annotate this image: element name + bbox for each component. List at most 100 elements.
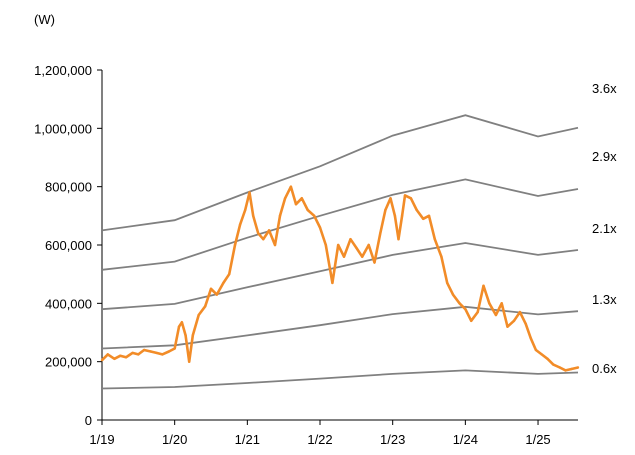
- price-point: [422, 217, 425, 220]
- price-point: [289, 185, 293, 188]
- price-point: [278, 214, 282, 217]
- price-point: [440, 255, 443, 258]
- price-point: [167, 350, 171, 353]
- price-point: [313, 214, 316, 217]
- price-point: [500, 302, 503, 305]
- price-point: [518, 310, 522, 314]
- price-point: [361, 255, 364, 258]
- band-labels: 3.6x 2.9x 2.1x 1.3x 0.6x: [592, 81, 617, 376]
- price-point: [137, 353, 140, 356]
- x-tick-label: 1/21: [235, 432, 260, 447]
- band-lines: [101, 114, 579, 390]
- price-point: [367, 243, 370, 247]
- price-point: [142, 348, 146, 352]
- price-point: [100, 359, 104, 362]
- price-point: [177, 325, 181, 328]
- y-tick-label: 1,000,000: [34, 121, 92, 136]
- price-point: [470, 319, 473, 322]
- price-point: [529, 337, 532, 340]
- price-point: [433, 238, 436, 241]
- price-point: [403, 194, 407, 197]
- price-point: [427, 214, 431, 217]
- x-tick-label: 1/25: [525, 432, 550, 447]
- band-line-1_3x: [101, 305, 579, 350]
- price-point: [124, 356, 128, 359]
- band-line-2_9x: [101, 178, 579, 271]
- price-point: [119, 354, 122, 357]
- price-point: [204, 305, 207, 308]
- x-tick-label: 1/20: [162, 432, 187, 447]
- price-point: [238, 223, 242, 226]
- y-tick-label: 0: [85, 413, 92, 428]
- band-label: 0.6x: [592, 361, 617, 376]
- price-point: [409, 197, 413, 200]
- price-line: [101, 185, 579, 372]
- price-point: [209, 287, 213, 290]
- price-point: [283, 197, 287, 200]
- price-point: [506, 325, 509, 328]
- y-tick-label: 200,000: [45, 355, 92, 370]
- price-point: [294, 203, 298, 206]
- price-point: [188, 360, 191, 363]
- price-point: [318, 226, 322, 229]
- price-point: [342, 255, 346, 258]
- x-tick-label: 1/24: [453, 432, 478, 447]
- price-point: [331, 281, 334, 285]
- price-point: [512, 319, 516, 322]
- price-point: [300, 197, 303, 200]
- price-point: [180, 321, 184, 324]
- x-tick-label: 1/22: [307, 432, 332, 447]
- price-point: [228, 273, 231, 276]
- price-point: [113, 357, 116, 360]
- price-point: [451, 293, 455, 296]
- price-point: [373, 261, 376, 264]
- y-axis-unit-label: (W): [34, 12, 55, 27]
- price-point: [197, 313, 200, 317]
- price-point: [106, 353, 110, 356]
- price-line-group: [100, 185, 580, 372]
- price-point: [524, 322, 527, 325]
- price-point: [173, 347, 176, 350]
- price-point: [534, 348, 538, 352]
- price-point: [215, 293, 218, 296]
- band-label: 1.3x: [592, 292, 617, 307]
- price-point: [393, 214, 397, 217]
- price-point: [161, 353, 164, 356]
- band-line-2_1x: [101, 242, 579, 311]
- band-label: 2.9x: [592, 149, 617, 164]
- price-point: [262, 238, 265, 241]
- price-point: [552, 363, 555, 366]
- price-point: [355, 246, 358, 250]
- price-point: [415, 208, 418, 212]
- price-point: [397, 238, 400, 241]
- y-tick-label: 800,000: [45, 180, 92, 195]
- price-point: [379, 232, 382, 235]
- band-line-0_6x: [101, 369, 579, 390]
- price-point: [349, 238, 352, 241]
- price-point: [155, 351, 158, 355]
- price-point: [384, 208, 387, 212]
- price-point: [191, 334, 194, 337]
- y-tick-label: 600,000: [45, 238, 92, 253]
- price-point: [244, 208, 247, 212]
- price-point: [488, 302, 491, 305]
- price-point: [546, 357, 549, 360]
- band-label: 2.1x: [592, 221, 617, 236]
- price-point: [252, 214, 255, 217]
- price-point: [558, 366, 561, 369]
- price-point: [446, 281, 449, 285]
- price-point: [257, 232, 260, 235]
- price-point: [464, 308, 467, 311]
- x-axis: 1/19 1/20 1/21 1/22 1/23 1/24 1/25: [89, 419, 578, 447]
- price-point: [540, 353, 543, 356]
- price-point: [400, 214, 404, 217]
- price-point: [337, 243, 340, 247]
- price-point: [267, 229, 271, 232]
- y-axis: 0 200,000 400,000 600,000 800,000 1,000,000 1,…: [34, 63, 103, 428]
- price-point: [476, 310, 479, 314]
- price-point: [184, 334, 187, 337]
- price-point: [233, 243, 237, 247]
- x-tick-label: 1/19: [89, 432, 114, 447]
- price-point: [131, 351, 134, 355]
